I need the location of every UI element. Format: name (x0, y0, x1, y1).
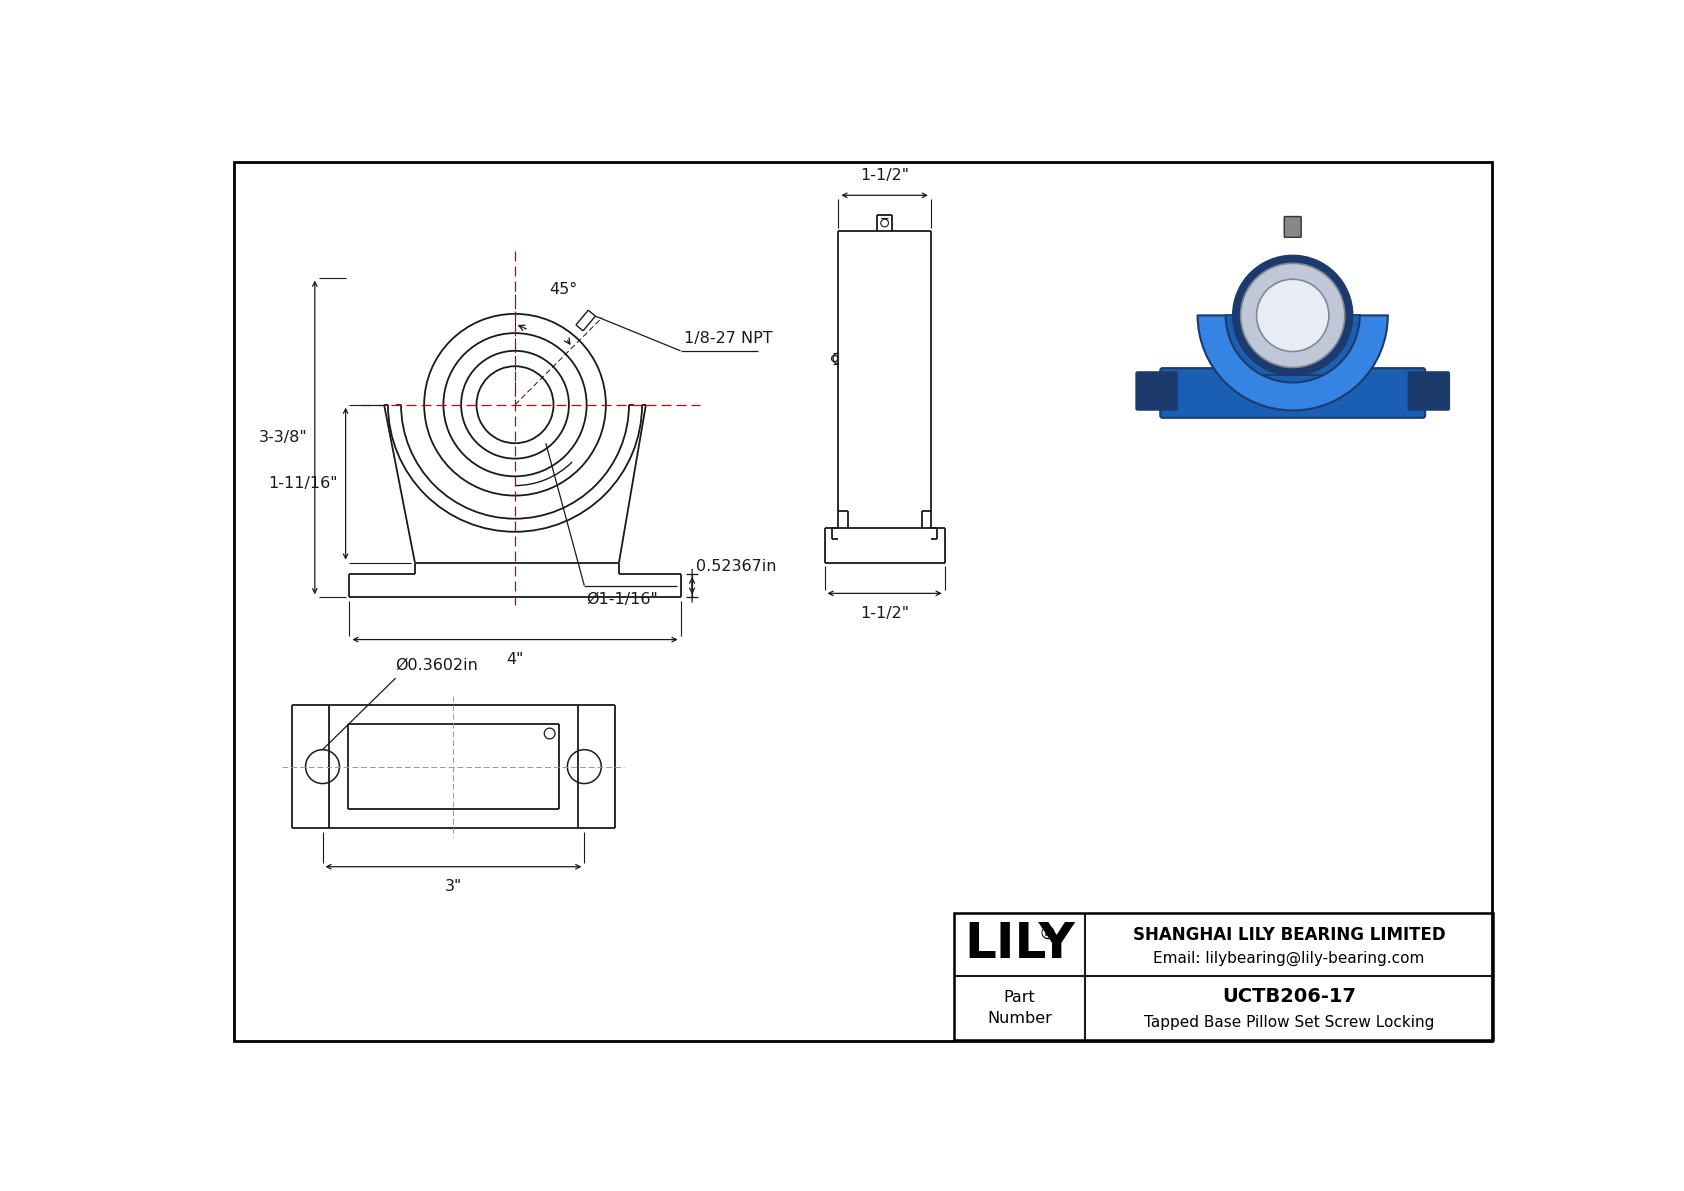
Text: 1/8-27 NPT: 1/8-27 NPT (684, 331, 773, 347)
Text: 1-11/16": 1-11/16" (268, 476, 338, 491)
Text: LILY: LILY (963, 921, 1074, 968)
Text: 1-1/2": 1-1/2" (861, 168, 909, 183)
Text: 1-1/2": 1-1/2" (861, 606, 909, 621)
Circle shape (1233, 255, 1352, 375)
Text: UCTB206-17: UCTB206-17 (1223, 987, 1356, 1006)
Text: ®: ® (1039, 924, 1058, 943)
FancyBboxPatch shape (1408, 372, 1450, 410)
Text: 4": 4" (507, 651, 524, 667)
Text: 3": 3" (445, 879, 461, 894)
Text: Part
Number: Part Number (987, 990, 1052, 1025)
Wedge shape (1197, 316, 1388, 411)
Text: 3-3/8": 3-3/8" (258, 430, 306, 445)
Text: 45°: 45° (549, 282, 578, 297)
Text: Tapped Base Pillow Set Screw Locking: Tapped Base Pillow Set Screw Locking (1143, 1015, 1435, 1029)
Text: Ø0.3602in: Ø0.3602in (396, 657, 478, 673)
Text: Email: lilybearing@lily-bearing.com: Email: lilybearing@lily-bearing.com (1154, 950, 1425, 966)
Text: Ø1-1/16": Ø1-1/16" (586, 592, 657, 607)
FancyBboxPatch shape (1285, 217, 1302, 237)
Text: SHANGHAI LILY BEARING LIMITED: SHANGHAI LILY BEARING LIMITED (1133, 927, 1445, 944)
FancyBboxPatch shape (1160, 368, 1425, 418)
Bar (1226, 316, 1359, 375)
Text: 0.52367in: 0.52367in (695, 559, 776, 574)
FancyBboxPatch shape (1137, 372, 1177, 410)
Circle shape (1256, 280, 1329, 351)
Bar (953, 913, 1494, 1040)
